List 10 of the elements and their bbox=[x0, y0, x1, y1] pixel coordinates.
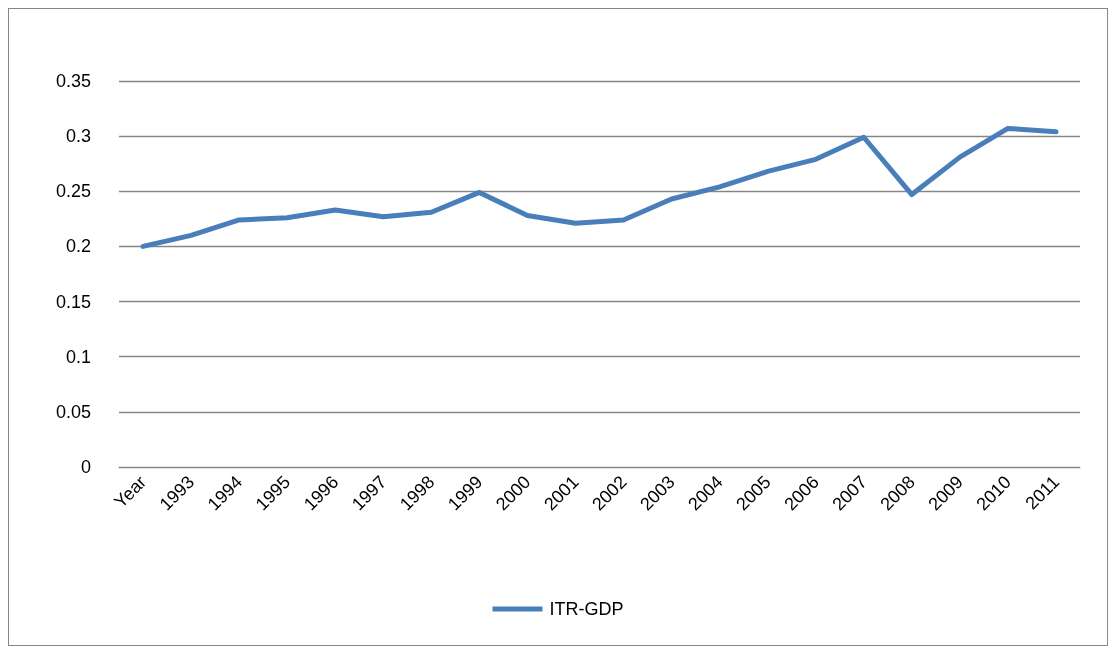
y-tick-label: 0.35 bbox=[55, 71, 91, 91]
y-tick-label: 0.15 bbox=[55, 291, 91, 312]
y-tick-label: 0.1 bbox=[65, 346, 91, 367]
legend-label: ITR-GDP bbox=[549, 599, 624, 619]
y-tick-label: 0.25 bbox=[55, 181, 91, 202]
y-tick-label: 0.3 bbox=[65, 126, 91, 147]
x-tick-label: Year bbox=[110, 471, 151, 512]
y-tick-label: 0 bbox=[80, 457, 91, 477]
y-tick-label: 0.2 bbox=[65, 236, 91, 257]
y-tick-label: 0.05 bbox=[55, 401, 91, 422]
